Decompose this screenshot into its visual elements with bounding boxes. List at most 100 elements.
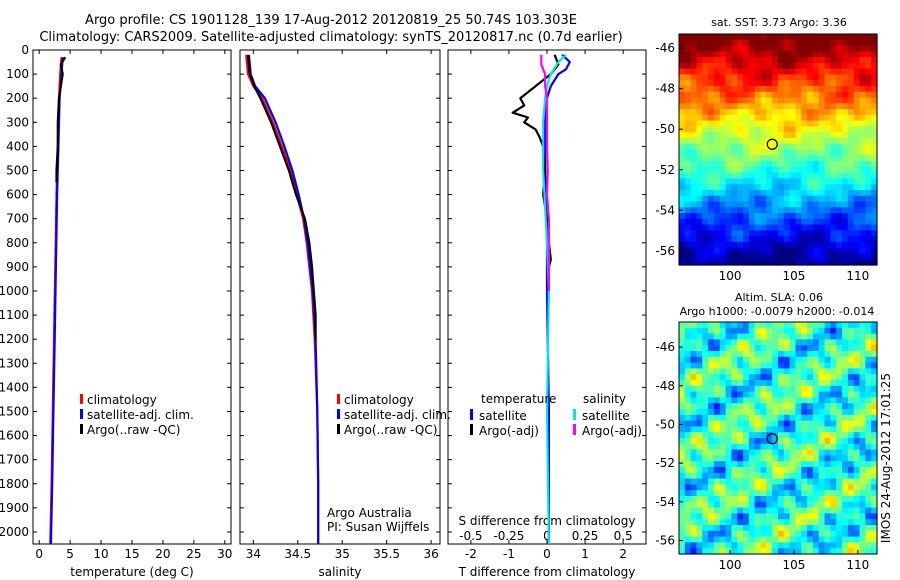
map-cell <box>690 137 698 145</box>
map-cell <box>743 356 750 364</box>
map-cell <box>836 91 843 99</box>
map-cell <box>679 380 686 387</box>
map-cell <box>865 496 872 503</box>
map-cell <box>853 403 861 410</box>
map-cell <box>818 542 826 549</box>
map-cell <box>842 120 849 128</box>
map-cell <box>824 403 832 410</box>
map-cell <box>836 525 843 532</box>
map-cell <box>696 385 703 393</box>
map-cell <box>760 155 767 162</box>
legend-label: climatology <box>344 393 414 407</box>
map-cell <box>830 259 837 266</box>
map-cell <box>871 333 878 340</box>
map-cell <box>737 103 744 110</box>
map-cell <box>812 132 820 139</box>
map-cell <box>713 166 721 174</box>
map-cell <box>713 432 721 439</box>
x-tick-label: 15 <box>124 547 139 561</box>
map-cell <box>684 530 692 538</box>
legend-label: satellite-adj. clim. <box>87 408 194 422</box>
map-cell <box>743 259 750 266</box>
map-cell <box>807 391 814 398</box>
map-cell <box>679 472 686 480</box>
map-cell <box>853 149 861 156</box>
map-cell <box>812 345 820 352</box>
map-cell <box>731 455 738 462</box>
map-cell <box>766 161 773 168</box>
map-cell <box>766 109 773 116</box>
map-cell <box>772 478 779 485</box>
map-cell <box>748 184 756 191</box>
map-cell <box>731 195 738 203</box>
map-cell <box>818 103 826 110</box>
map-cell <box>772 57 779 64</box>
map-cell <box>824 51 832 58</box>
map-cell <box>679 184 686 191</box>
map-cell <box>812 385 820 393</box>
map-cell <box>719 166 727 174</box>
map-cell <box>737 542 744 549</box>
map-cell <box>871 207 878 214</box>
sla-map-panel: Altim. SLA: 0.06 Argo h1000: -0.0079 h20… <box>655 291 878 572</box>
map-cell <box>708 536 715 543</box>
map-cell <box>743 333 750 340</box>
map-cell <box>696 507 703 514</box>
map-cell <box>836 356 843 364</box>
map-cell <box>871 536 878 543</box>
map-cell <box>731 91 738 99</box>
map-cell <box>737 236 744 243</box>
map-cell <box>719 259 727 266</box>
map-cell <box>679 45 686 52</box>
map-cell <box>760 507 767 514</box>
map-cell <box>731 39 738 47</box>
map-cell <box>865 172 872 179</box>
map-cell <box>743 519 750 526</box>
map-cell <box>778 166 785 174</box>
map-cell <box>760 484 767 491</box>
map-cell <box>725 362 733 369</box>
map-cell <box>690 161 698 168</box>
map-cell <box>754 414 762 422</box>
map-cell <box>772 189 779 197</box>
map-cell <box>772 461 779 468</box>
map-cell <box>847 530 855 538</box>
map-cell <box>760 420 767 427</box>
map-cell <box>853 351 861 358</box>
map-cell <box>853 548 861 555</box>
map-cell <box>847 155 855 162</box>
temperature-panel: temperature (deg C) 01002003004005006007… <box>0 43 232 579</box>
map-cell <box>807 513 814 520</box>
map-cell <box>842 426 849 433</box>
map-cell <box>807 189 814 197</box>
map-cell <box>859 259 866 266</box>
map-cell <box>778 507 785 514</box>
map-cell <box>801 501 808 509</box>
map-cell <box>812 391 820 398</box>
map-cell <box>748 496 756 503</box>
map-cell <box>719 80 727 87</box>
map-cell <box>795 120 802 128</box>
map-cell <box>702 109 709 116</box>
map-cell <box>684 409 692 416</box>
map-cell <box>754 45 762 52</box>
map-cell <box>766 327 773 335</box>
map-cell <box>824 490 832 497</box>
map-cell <box>766 189 773 197</box>
map-cell <box>824 368 832 375</box>
map-cell <box>836 155 843 162</box>
map-cell <box>684 207 692 214</box>
map-cell <box>719 91 727 99</box>
map-cell <box>812 368 820 375</box>
map-cell <box>772 420 779 427</box>
map-cell <box>807 213 814 220</box>
map-cell <box>690 97 698 104</box>
map-cell <box>772 484 779 491</box>
map-cell <box>783 184 791 191</box>
map-cell <box>865 391 872 398</box>
map-cell <box>719 236 727 243</box>
map-cell <box>696 530 703 538</box>
map-cell <box>871 449 878 456</box>
map-cell <box>731 385 738 393</box>
map-cell <box>696 132 703 139</box>
